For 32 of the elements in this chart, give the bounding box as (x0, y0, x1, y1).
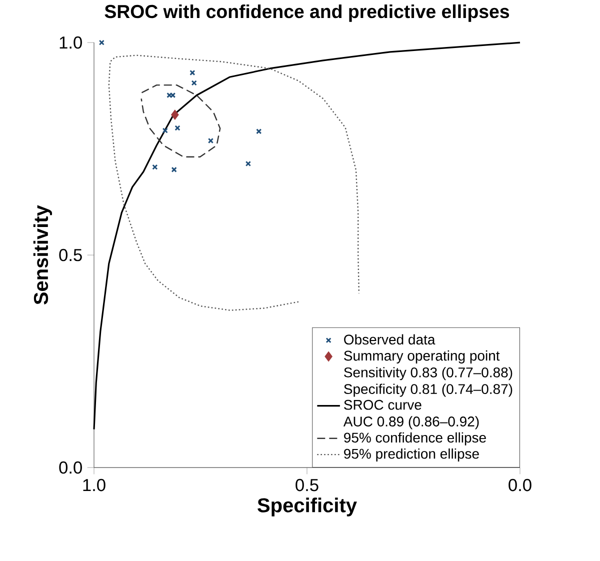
point (162, 128, 168, 134)
point (174, 125, 180, 132)
point (166, 92, 172, 98)
line-series (93, 42, 521, 430)
point (208, 138, 214, 144)
line-series (108, 54, 360, 312)
line-series (140, 84, 221, 158)
y-tick-label: 0.5 (59, 249, 82, 262)
y-tick-label: 0.0 (59, 462, 82, 474)
legend-label: SROC curve (344, 400, 422, 410)
legend-label: Observed data (344, 334, 436, 345)
point (191, 80, 197, 86)
legend-label: 95% confidence ellipse (344, 432, 486, 446)
point (190, 70, 196, 76)
x-tick-label: 0.5 (296, 479, 318, 492)
x-axis-title: Specificity (258, 498, 357, 517)
point (256, 128, 262, 134)
x-tick-label: 0.0 (508, 479, 532, 492)
y-axis-title: Sensitivity (33, 205, 52, 305)
annotation: Sensitivity 0.83 (0.77–0.88) (344, 367, 512, 380)
legend-label: Summary operating point (344, 350, 500, 364)
point (171, 167, 177, 173)
point (245, 161, 252, 167)
y-tick-label: 1.0 (60, 36, 82, 49)
x-tick-label: 1.0 (83, 479, 106, 492)
chart-title: SROC with confidence and predictive ellipses (104, 4, 510, 22)
legend-label: 95% prediction ellipse (344, 448, 479, 462)
annotation: Specificity 0.81 (0.74–0.87) (344, 384, 512, 398)
point (152, 164, 158, 170)
point (98, 40, 104, 46)
point (171, 110, 179, 120)
annotation: AUC 0.89 (0.86–0.92) (343, 416, 479, 430)
